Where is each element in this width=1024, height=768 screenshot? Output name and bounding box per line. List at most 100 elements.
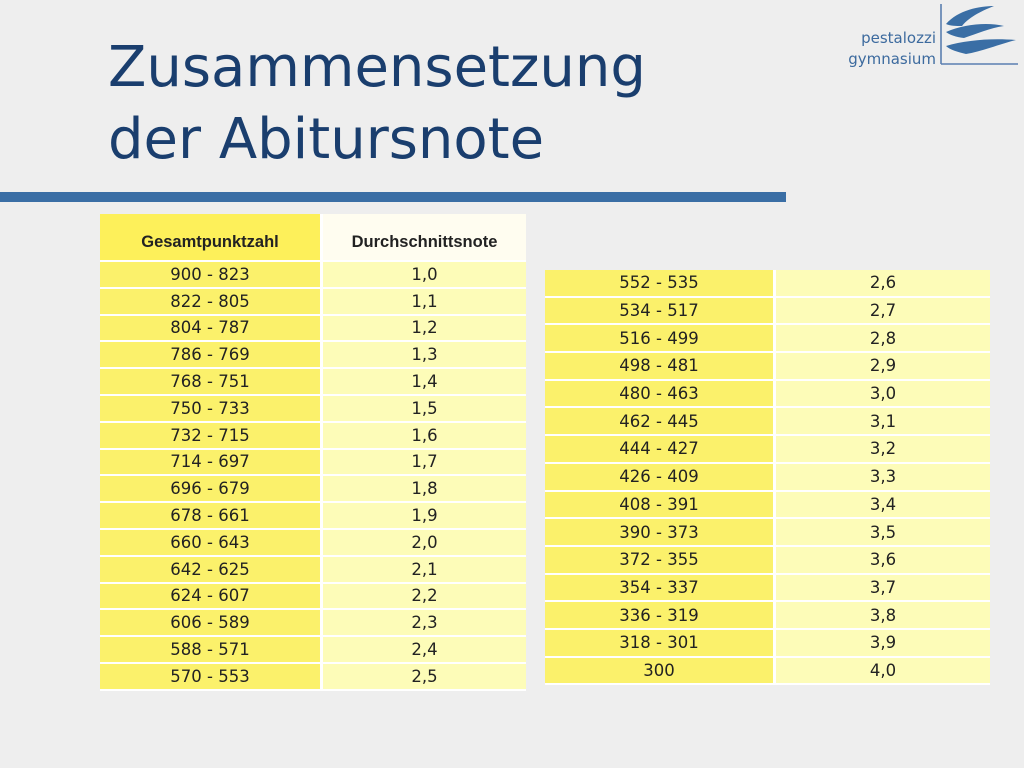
grade-cell: 2,5 [321,662,526,691]
table-row: 498 - 481 2,9 [545,352,990,381]
points-cell: 516 - 499 [545,324,776,354]
table-row: 678 - 661 1,9 [100,502,526,530]
grade-cell: 1,0 [321,261,526,289]
grade-cell: 1,6 [321,421,526,450]
grade-cell: 3,7 [774,573,990,603]
table-row: 444 - 427 3,2 [545,435,990,464]
grade-cell: 2,2 [321,582,526,611]
title-line-2: der Abitursnote [108,107,545,172]
grade-cell: 3,2 [774,435,990,464]
points-cell: 750 - 733 [100,394,323,423]
grade-table-left: Gesamtpunktzahl Durchschnittsnote 900 - … [100,214,526,691]
grade-cell: 1,7 [321,448,526,477]
table-row: 534 - 517 2,7 [545,296,990,326]
table-header-row: Gesamtpunktzahl Durchschnittsnote [100,214,526,262]
grade-cell: 4,0 [774,656,990,686]
grade-cell: 1,2 [321,314,526,343]
points-cell: 588 - 571 [100,636,323,664]
table-row: 354 - 337 3,7 [545,573,990,603]
points-cell: 696 - 679 [100,475,323,504]
table-row: 786 - 769 1,3 [100,341,526,370]
points-cell: 570 - 553 [100,662,323,691]
points-cell: 642 - 625 [100,555,323,584]
grade-cell: 1,4 [321,368,526,396]
grade-cell: 3,4 [774,490,990,520]
points-cell: 354 - 337 [545,573,776,603]
points-cell: 462 - 445 [545,407,776,437]
points-cell: 822 - 805 [100,287,323,316]
table-row: 462 - 445 3,1 [545,407,990,437]
table-row: 696 - 679 1,8 [100,475,526,504]
table-row: 768 - 751 1,4 [100,368,526,396]
grade-cell: 2,1 [321,555,526,584]
points-cell: 786 - 769 [100,341,323,370]
table-row: 588 - 571 2,4 [100,636,526,664]
points-cell: 498 - 481 [545,352,776,381]
header-gesamtpunktzahl: Gesamtpunktzahl [100,214,323,262]
points-cell: 768 - 751 [100,368,323,396]
grade-cell: 1,8 [321,475,526,504]
points-cell: 426 - 409 [545,462,776,492]
points-cell: 624 - 607 [100,582,323,611]
grade-cell: 2,3 [321,609,526,638]
table-row: 318 - 301 3,9 [545,628,990,658]
table-row: 300 4,0 [545,656,990,686]
grade-cell: 1,3 [321,341,526,370]
grade-cell: 3,0 [774,379,990,409]
points-cell: 318 - 301 [545,628,776,658]
points-cell: 732 - 715 [100,421,323,450]
logo-text: pestalozzi gymnasium [848,28,936,70]
table-row: 606 - 589 2,3 [100,609,526,638]
header-durchschnittsnote: Durchschnittsnote [321,214,526,262]
title-divider [0,192,786,202]
table-row: 336 - 319 3,8 [545,601,990,630]
grade-cell: 1,1 [321,287,526,316]
table-row: 426 - 409 3,3 [545,462,990,492]
points-cell: 678 - 661 [100,502,323,530]
grade-cell: 2,4 [321,636,526,664]
grade-cell: 2,9 [774,352,990,381]
points-cell: 444 - 427 [545,435,776,464]
table-row: 732 - 715 1,6 [100,421,526,450]
wave-logo-icon [940,4,1018,65]
table-row: 714 - 697 1,7 [100,448,526,477]
points-cell: 804 - 787 [100,314,323,343]
grade-cell: 3,9 [774,628,990,658]
slide-title: Zusammensetzung der Abitursnote [108,32,646,176]
table-row: 750 - 733 1,5 [100,394,526,423]
points-cell: 606 - 589 [100,609,323,638]
table-row: 624 - 607 2,2 [100,582,526,611]
table-row: 570 - 553 2,5 [100,662,526,691]
grade-cell: 2,0 [321,528,526,557]
table-row: 822 - 805 1,1 [100,287,526,316]
points-cell: 300 [545,656,776,686]
grade-cell: 2,8 [774,324,990,354]
table-row: 660 - 643 2,0 [100,528,526,557]
table-row: 642 - 625 2,1 [100,555,526,584]
grade-cell: 1,9 [321,502,526,530]
table-row: 516 - 499 2,8 [545,324,990,354]
points-cell: 408 - 391 [545,490,776,520]
grade-cell: 2,7 [774,296,990,326]
logo-line-2: gymnasium [848,50,936,68]
grade-cell: 1,5 [321,394,526,423]
table-row: 408 - 391 3,4 [545,490,990,520]
points-cell: 660 - 643 [100,528,323,557]
table-row: 804 - 787 1,2 [100,314,526,343]
grade-cell: 3,6 [774,545,990,575]
grade-cell: 3,5 [774,518,990,547]
table-row: 390 - 373 3,5 [545,518,990,547]
grade-cell: 3,3 [774,462,990,492]
points-cell: 480 - 463 [545,379,776,409]
title-line-1: Zusammensetzung [108,35,646,100]
grade-cell: 3,8 [774,601,990,630]
points-cell: 390 - 373 [545,518,776,547]
points-cell: 534 - 517 [545,296,776,326]
points-cell: 372 - 355 [545,545,776,575]
points-cell: 900 - 823 [100,261,323,289]
table-row: 900 - 823 1,0 [100,261,526,289]
points-cell: 552 - 535 [545,270,776,298]
table-row: 372 - 355 3,6 [545,545,990,575]
table-row: 552 - 535 2,6 [545,270,990,298]
points-cell: 336 - 319 [545,601,776,630]
